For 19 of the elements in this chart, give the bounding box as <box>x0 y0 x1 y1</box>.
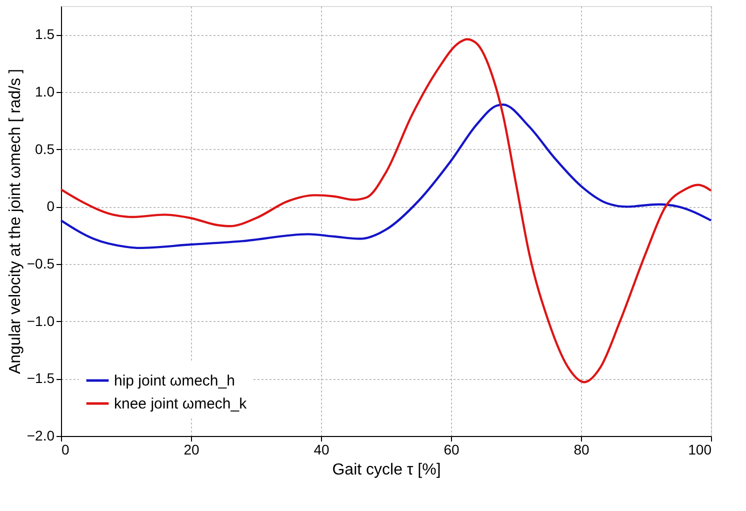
line-series <box>60 104 712 250</box>
x-tick-label: 100 <box>688 442 712 458</box>
legend-label: knee joint ωmech_k <box>114 396 248 412</box>
x-tick-label: 60 <box>444 442 460 458</box>
x-tick-label: 20 <box>184 442 200 458</box>
y-axis-title: Angular velocity at the joint ωmech [ rad/s ] <box>6 68 24 374</box>
x-tick-label: 40 <box>314 442 330 458</box>
y-tick-label: −1.5 <box>26 370 55 386</box>
y-tick-label: −2.0 <box>26 428 55 444</box>
x-tick-label: 0 <box>62 442 70 458</box>
x-axis-title: Gait cycle τ [%] <box>332 462 441 478</box>
x-tick-label: 80 <box>574 442 590 458</box>
y-tick-label: 0 <box>46 198 55 214</box>
y-tick-label: −1.0 <box>26 312 55 329</box>
y-tick-label: −0.5 <box>26 256 55 272</box>
y-tick-label: 1.5 <box>35 26 55 42</box>
y-tick-label: 0.5 <box>35 140 55 157</box>
legend-label: hip joint ωmech_h <box>114 372 235 390</box>
y-tick-label: 1.0 <box>35 84 55 100</box>
